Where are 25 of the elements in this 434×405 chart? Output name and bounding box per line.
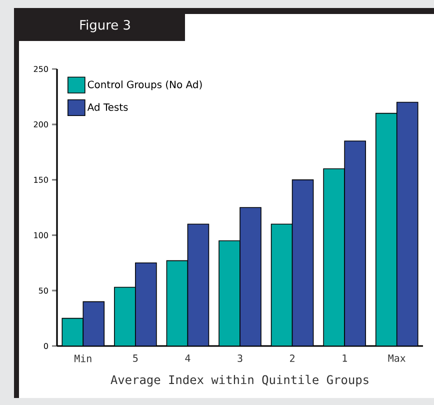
legend-label: Ad Tests: [87, 103, 128, 111]
x-tick-label: 2: [290, 354, 294, 362]
bar: [135, 262, 157, 346]
bar: [323, 168, 345, 346]
x-axis-title: Average Index within Quintile Groups: [110, 374, 368, 387]
bar: [375, 112, 398, 346]
x-tick-label: 1: [342, 354, 347, 362]
bar: [344, 140, 366, 346]
chart-title: Figure 3: [80, 20, 130, 32]
bar: [62, 318, 84, 346]
bar: [166, 260, 188, 346]
bar: [218, 240, 240, 346]
x-tick-label: 5: [133, 354, 138, 362]
bar: [270, 224, 293, 346]
bar: [396, 102, 418, 346]
x-tick-label: Min: [74, 354, 92, 362]
bar: [292, 179, 314, 346]
bar: [114, 286, 136, 346]
legend-label: Control Groups (No Ad): [88, 80, 202, 90]
x-tick-label: 4: [185, 354, 190, 362]
bar: [82, 301, 105, 346]
x-tick-label: Max: [388, 354, 406, 362]
x-tick-label: 3: [238, 354, 242, 362]
bar: [240, 207, 262, 346]
bar: [187, 224, 210, 346]
